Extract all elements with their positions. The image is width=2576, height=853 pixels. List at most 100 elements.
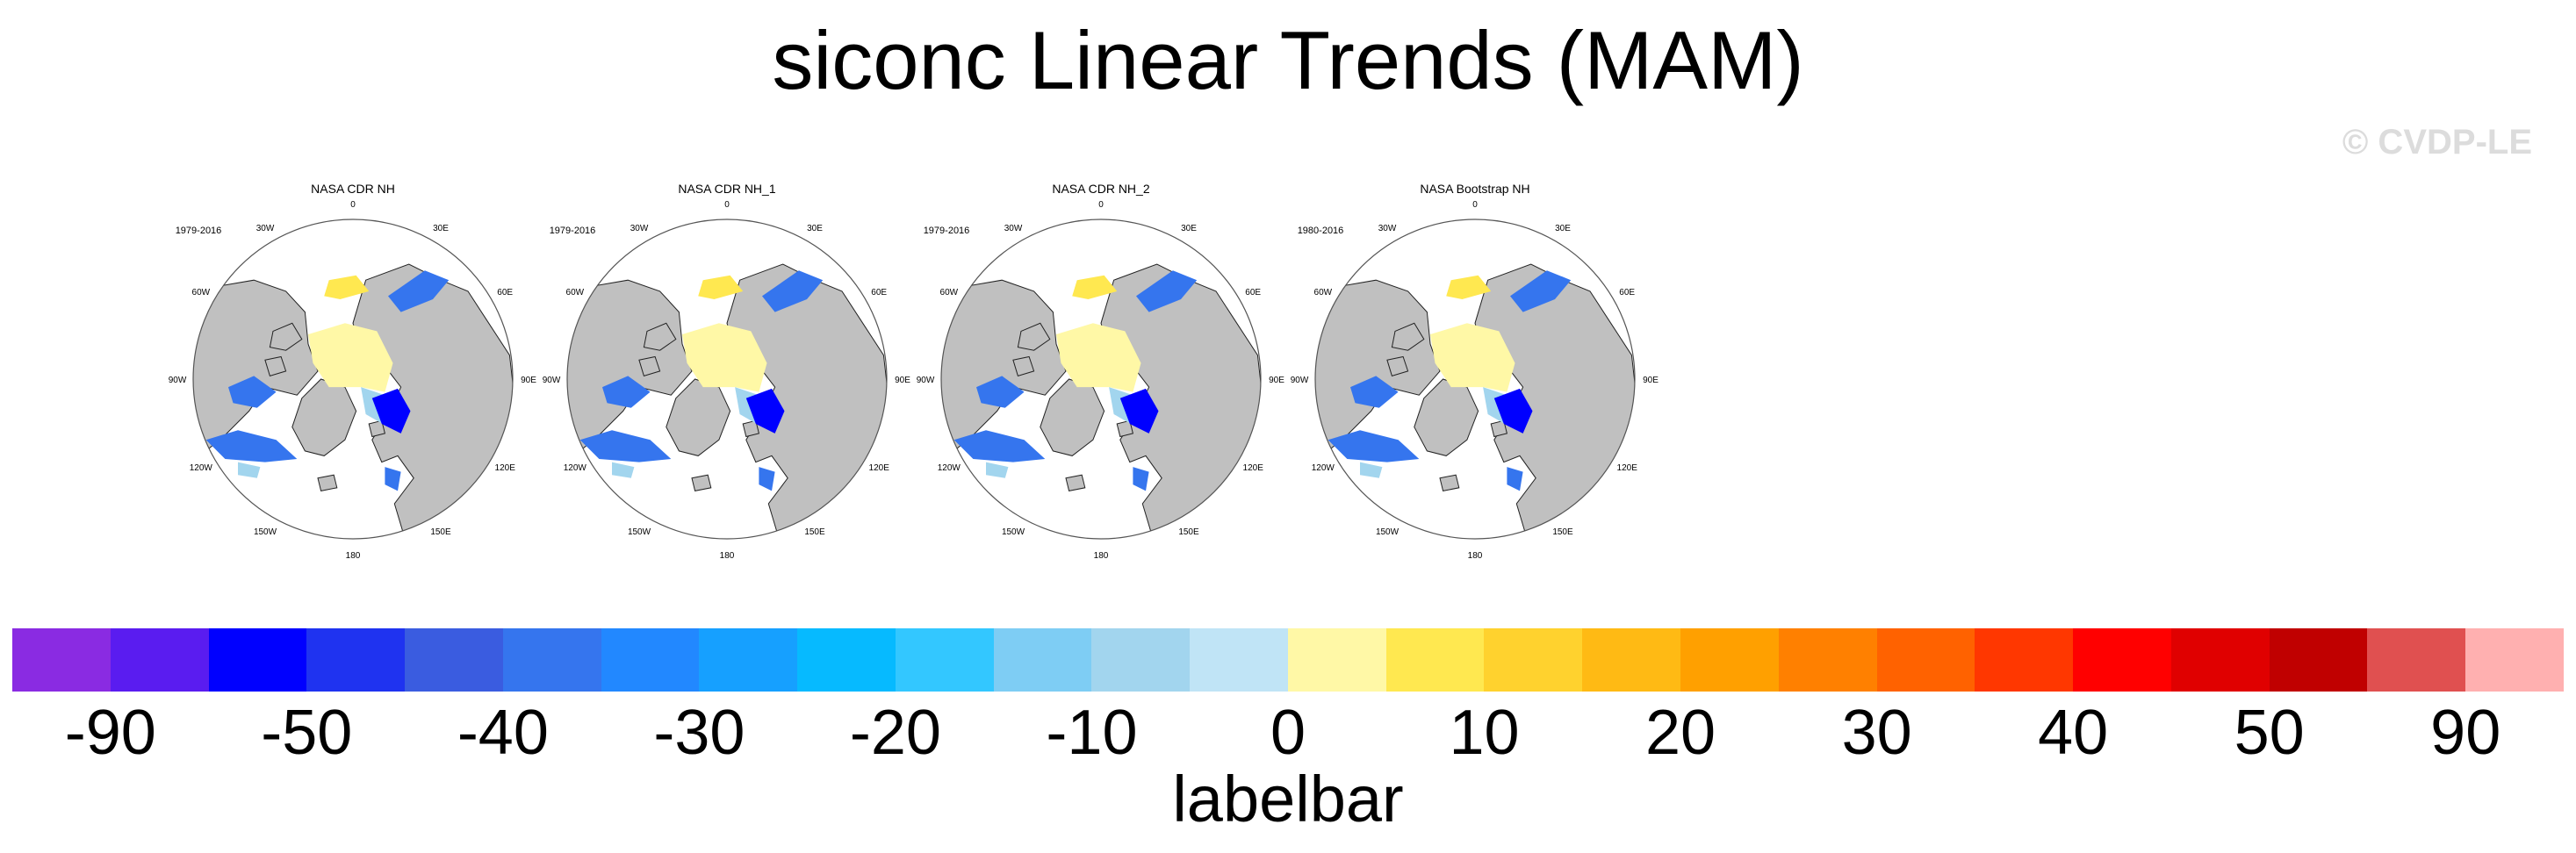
longitude-label: 120E <box>869 463 890 473</box>
longitude-label: 60E <box>1245 288 1261 297</box>
longitude-label: 60E <box>871 288 887 297</box>
land-mass <box>317 474 338 491</box>
land-mass <box>726 263 887 537</box>
sea-ice-trend-area <box>371 388 411 434</box>
land-mass <box>638 355 661 377</box>
longitude-label: 30W <box>1378 224 1397 233</box>
longitude-label: 90W <box>917 376 935 385</box>
labelbar-tick-label: 30 <box>1841 698 1912 768</box>
sea-ice-trend-area <box>612 462 635 478</box>
labelbar-tick-label: 10 <box>1449 698 1520 768</box>
labelbar-swatch <box>993 628 1092 692</box>
land-mass <box>742 419 760 438</box>
longitude-label: 120E <box>495 463 516 473</box>
labelbar-tick-label: 90 <box>2430 698 2501 768</box>
sea-ice-trend-area <box>388 270 450 312</box>
longitude-label: 180 <box>720 551 735 561</box>
labelbar-swatch <box>601 628 700 692</box>
sea-ice-trend-area <box>238 462 261 478</box>
panel-period: 1979-2016 <box>924 226 970 236</box>
longitude-label: 30E <box>1555 224 1571 233</box>
longitude-label: 150W <box>628 527 651 537</box>
labelbar-tick-label: -30 <box>653 698 745 768</box>
labelbar-swatch <box>306 628 406 692</box>
sea-ice-trend-area <box>1507 467 1523 491</box>
land-mass <box>269 322 303 351</box>
longitude-label: 150E <box>804 527 825 537</box>
land-mass <box>691 474 712 491</box>
land-mass <box>1100 263 1261 537</box>
longitude-label: 0 <box>1472 200 1478 210</box>
map-boundary <box>940 219 1262 540</box>
map-boundary <box>1314 219 1636 540</box>
longitude-label: 150W <box>254 527 277 537</box>
labelbar-swatch <box>208 628 307 692</box>
longitude-label: 90W <box>543 376 561 385</box>
sea-ice-trend-area <box>1446 275 1492 299</box>
land-mass <box>1391 322 1425 351</box>
panel-title: NASA Bootstrap NH <box>1420 182 1529 196</box>
longitude-label: 120W <box>938 463 961 473</box>
land-mass <box>352 263 513 537</box>
map-panel: NASA CDR NH_1 1979-2016 180 150E 120E 90E 60E 3… <box>543 182 911 561</box>
sea-ice-trend-area <box>1350 376 1399 408</box>
sea-ice-trend-area <box>385 467 401 491</box>
labelbar-swatch <box>2465 628 2564 692</box>
longitude-label: 90E <box>521 376 536 385</box>
labelbar-swatch <box>502 628 601 692</box>
labelbar-swatch <box>1091 628 1191 692</box>
panel-title: NASA CDR NH_2 <box>1052 182 1149 196</box>
land-mass <box>264 355 287 377</box>
labelbar-title: labelbar <box>1172 763 1404 835</box>
labelbar-swatch <box>1876 628 1975 692</box>
sea-ice-trend-area <box>759 467 775 491</box>
panel-title: NASA CDR NH <box>311 182 395 196</box>
panel-period: 1979-2016 <box>550 226 596 236</box>
longitude-label: 150W <box>1376 527 1400 537</box>
labelbar-swatch <box>12 628 111 692</box>
sea-ice-trend-area <box>986 462 1009 478</box>
labelbar-swatch <box>2367 628 2466 692</box>
sea-ice-trend-area <box>682 323 767 392</box>
longitude-label: 30W <box>630 224 649 233</box>
map-panel: NASA CDR NH_2 1979-2016 180 150E 120E 90E 60E 3… <box>917 182 1285 561</box>
land-mass <box>1012 355 1035 377</box>
labelbar-ticks: -90 -50 -40 -30 -20 -10 0 10 20 30 40 50 90 <box>12 693 2564 772</box>
longitude-label: 90E <box>895 376 910 385</box>
labelbar-swatch <box>110 628 209 692</box>
sea-ice-trend-area <box>228 376 277 408</box>
maps-area: NASA CDR NH 1979-2016 180 150E 120E 90E 60E 30E… <box>169 182 1659 561</box>
sea-ice-trend-area <box>976 376 1025 408</box>
longitude-label: 30E <box>1181 224 1197 233</box>
labelbar-swatch <box>895 628 994 692</box>
sea-ice-trend-area <box>1133 467 1149 491</box>
labelbar-tick-label: -20 <box>849 698 941 768</box>
longitude-label: 150E <box>1178 527 1199 537</box>
land-mass <box>643 322 677 351</box>
longitude-label: 30W <box>1004 224 1023 233</box>
labelbar-swatch <box>2170 628 2270 692</box>
map-panel: NASA CDR NH 1979-2016 180 150E 120E 90E 60E 30E… <box>169 182 537 561</box>
longitude-label: 90W <box>169 376 187 385</box>
sea-ice-trend-area <box>1136 270 1198 312</box>
longitude-label: 60W <box>1314 288 1333 297</box>
longitude-label: 90E <box>1643 376 1659 385</box>
sea-ice-trend-area <box>205 430 298 462</box>
longitude-label: 0 <box>1098 200 1104 210</box>
labelbar-swatch <box>1582 628 1681 692</box>
panel-title: NASA CDR NH_1 <box>678 182 775 196</box>
sea-ice-trend-area <box>745 388 785 434</box>
longitude-label: 120E <box>1617 463 1638 473</box>
panel-period: 1979-2016 <box>176 226 222 236</box>
sea-ice-trend-area <box>324 275 370 299</box>
map-panel: NASA Bootstrap NH 1980-2016 180 150E 120E 90E… <box>1291 182 1659 561</box>
map-boundary <box>566 219 888 540</box>
labelbar-tick-label: -10 <box>1046 698 1138 768</box>
longitude-label: 120W <box>564 463 587 473</box>
sea-ice-trend-area <box>308 323 393 392</box>
labelbar-tick-label: 50 <box>2234 698 2305 768</box>
labelbar-tick-label: -50 <box>261 698 353 768</box>
labelbar-swatch <box>1680 628 1779 692</box>
sea-ice-trend-area <box>579 430 672 462</box>
longitude-label: 60E <box>1619 288 1635 297</box>
